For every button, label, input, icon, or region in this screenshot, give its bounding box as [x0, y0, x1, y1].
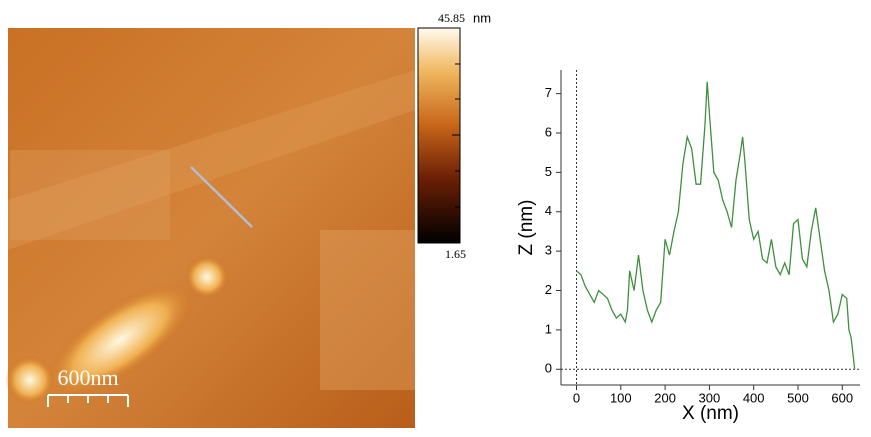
- x-tick-label: 600: [831, 390, 853, 405]
- x-tick-label: 0: [573, 390, 580, 405]
- x-tick-label: 300: [699, 390, 721, 405]
- colorbar-max: 45.85: [438, 11, 465, 25]
- x-tick-label: 500: [787, 390, 809, 405]
- colorbar-min: 1.65: [445, 247, 466, 261]
- afm-image: 600nm: [5, 28, 415, 428]
- x-tick-label: 100: [610, 390, 632, 405]
- y-tick-label: 7: [545, 85, 552, 100]
- y-tick-label: 0: [545, 361, 552, 376]
- x-tick-label: 200: [654, 390, 676, 405]
- y-tick-label: 3: [545, 243, 552, 258]
- profile-line: [576, 81, 856, 370]
- y-tick-label: 5: [545, 164, 552, 179]
- colorbar: 45.85 nm 1.65: [417, 10, 491, 261]
- y-tick-label: 6: [545, 124, 552, 139]
- colorbar-unit: nm: [473, 10, 491, 25]
- x-axis-label: X (nm): [682, 403, 739, 424]
- y-tick-label: 2: [545, 282, 552, 297]
- y-tick-label: 1: [545, 321, 552, 336]
- scale-bar-label: 600nm: [57, 365, 118, 390]
- y-axis-label: Z (nm): [516, 200, 537, 256]
- y-tick-label: 4: [545, 203, 552, 218]
- x-tick-label: 400: [743, 390, 765, 405]
